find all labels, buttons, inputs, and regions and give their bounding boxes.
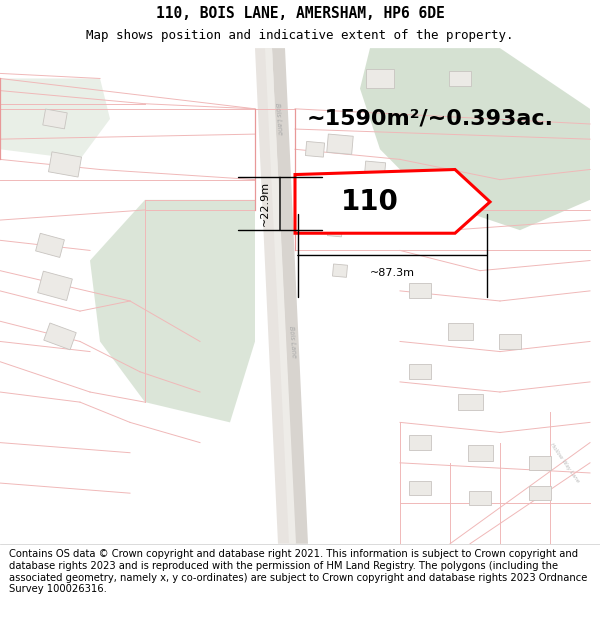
Bar xyxy=(328,224,343,237)
Bar xyxy=(529,456,551,470)
Bar xyxy=(364,161,386,178)
Polygon shape xyxy=(0,79,110,159)
Bar xyxy=(458,394,482,410)
Bar xyxy=(409,283,431,299)
Text: 110, BOIS LANE, AMERSHAM, HP6 6DE: 110, BOIS LANE, AMERSHAM, HP6 6DE xyxy=(155,6,445,21)
Text: Bois Lane: Bois Lane xyxy=(287,325,296,357)
Bar xyxy=(448,322,473,340)
Bar xyxy=(409,481,431,495)
Text: Bois Lane: Bois Lane xyxy=(274,102,283,135)
Bar xyxy=(469,491,491,506)
Bar xyxy=(449,71,471,86)
Bar xyxy=(499,334,521,349)
Bar xyxy=(409,435,431,450)
Text: Contains OS data © Crown copyright and database right 2021. This information is : Contains OS data © Crown copyright and d… xyxy=(9,549,587,594)
Bar xyxy=(49,152,82,177)
Bar xyxy=(332,264,347,278)
Polygon shape xyxy=(255,48,295,544)
Bar xyxy=(43,109,67,129)
Text: Hollow Way Lane: Hollow Way Lane xyxy=(550,442,581,484)
Bar xyxy=(322,183,338,196)
Polygon shape xyxy=(360,48,590,230)
Bar xyxy=(44,323,76,350)
Text: ~87.3m: ~87.3m xyxy=(370,268,415,278)
Bar xyxy=(305,141,325,157)
Text: ~22.9m: ~22.9m xyxy=(260,181,270,226)
Bar xyxy=(35,233,64,258)
Polygon shape xyxy=(265,48,296,544)
Bar xyxy=(366,69,394,88)
Polygon shape xyxy=(272,48,308,544)
Bar xyxy=(38,271,73,301)
Text: ~1590m²/~0.393ac.: ~1590m²/~0.393ac. xyxy=(307,109,554,129)
Bar xyxy=(467,444,493,461)
Bar xyxy=(409,364,431,379)
Text: Map shows position and indicative extent of the property.: Map shows position and indicative extent… xyxy=(86,29,514,42)
Text: 110: 110 xyxy=(341,188,399,216)
Bar xyxy=(529,486,551,500)
Polygon shape xyxy=(295,169,490,233)
Polygon shape xyxy=(90,200,255,422)
Bar xyxy=(327,134,353,154)
